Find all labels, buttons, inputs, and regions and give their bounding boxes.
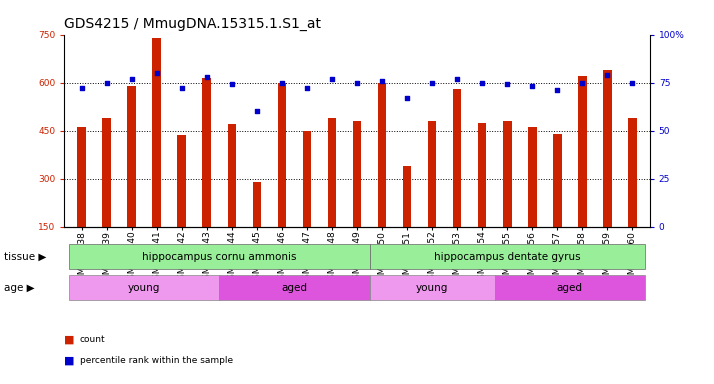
Text: count: count (80, 335, 106, 344)
Point (76, 85, 88, 91)
Bar (528, 127, 536, 275)
Bar (370, 245, 645, 269)
Bar (102, 118, 111, 275)
Bar (578, 76, 587, 275)
Point (426, 79, 438, 86)
Point (526, 83, 538, 89)
Bar (428, 121, 436, 275)
Text: aged: aged (557, 283, 583, 293)
Point (126, 76, 138, 82)
Point (276, 79, 288, 86)
Text: GDS4215 / MmugDNA.15315.1.S1_at: GDS4215 / MmugDNA.15315.1.S1_at (64, 17, 321, 31)
Bar (127, 86, 136, 275)
Point (326, 76, 338, 82)
Point (151, 70, 163, 76)
Text: age ▶: age ▶ (4, 283, 34, 293)
Bar (303, 131, 311, 275)
Bar (370, 275, 495, 300)
Text: aged: aged (281, 283, 308, 293)
Text: ■: ■ (64, 335, 75, 345)
Point (551, 87, 563, 93)
Text: hippocampus dentate gyrus: hippocampus dentate gyrus (434, 252, 580, 262)
Point (226, 81, 238, 88)
Point (626, 79, 638, 86)
Bar (77, 127, 86, 275)
Point (201, 74, 213, 80)
Bar (628, 118, 637, 275)
Point (301, 85, 313, 91)
Bar (203, 78, 211, 275)
Point (101, 79, 113, 86)
Text: hippocampus cornu ammonis: hippocampus cornu ammonis (142, 252, 296, 262)
Bar (178, 136, 186, 275)
Bar (253, 182, 261, 275)
Bar (153, 38, 161, 275)
Point (576, 79, 588, 86)
Point (376, 78, 388, 84)
Bar (603, 70, 612, 275)
Text: percentile rank within the sample: percentile rank within the sample (80, 356, 233, 366)
Point (451, 76, 463, 82)
Bar (553, 134, 561, 275)
Point (476, 79, 488, 86)
Point (601, 72, 613, 78)
Bar (495, 275, 645, 300)
Point (501, 81, 513, 88)
Bar (378, 83, 386, 275)
Bar (228, 124, 236, 275)
Text: ■: ■ (64, 356, 75, 366)
Bar (69, 245, 370, 269)
Bar (219, 275, 370, 300)
Bar (278, 83, 286, 275)
Bar (69, 275, 219, 300)
Bar (353, 121, 361, 275)
Bar (478, 122, 486, 275)
Text: young: young (128, 283, 161, 293)
Bar (328, 118, 336, 275)
Point (251, 108, 263, 114)
Point (176, 85, 188, 91)
Bar (503, 121, 511, 275)
Bar (453, 89, 461, 275)
Text: young: young (416, 283, 448, 293)
Point (401, 95, 413, 101)
Point (351, 79, 363, 86)
Text: tissue ▶: tissue ▶ (4, 252, 46, 262)
Bar (403, 166, 411, 275)
